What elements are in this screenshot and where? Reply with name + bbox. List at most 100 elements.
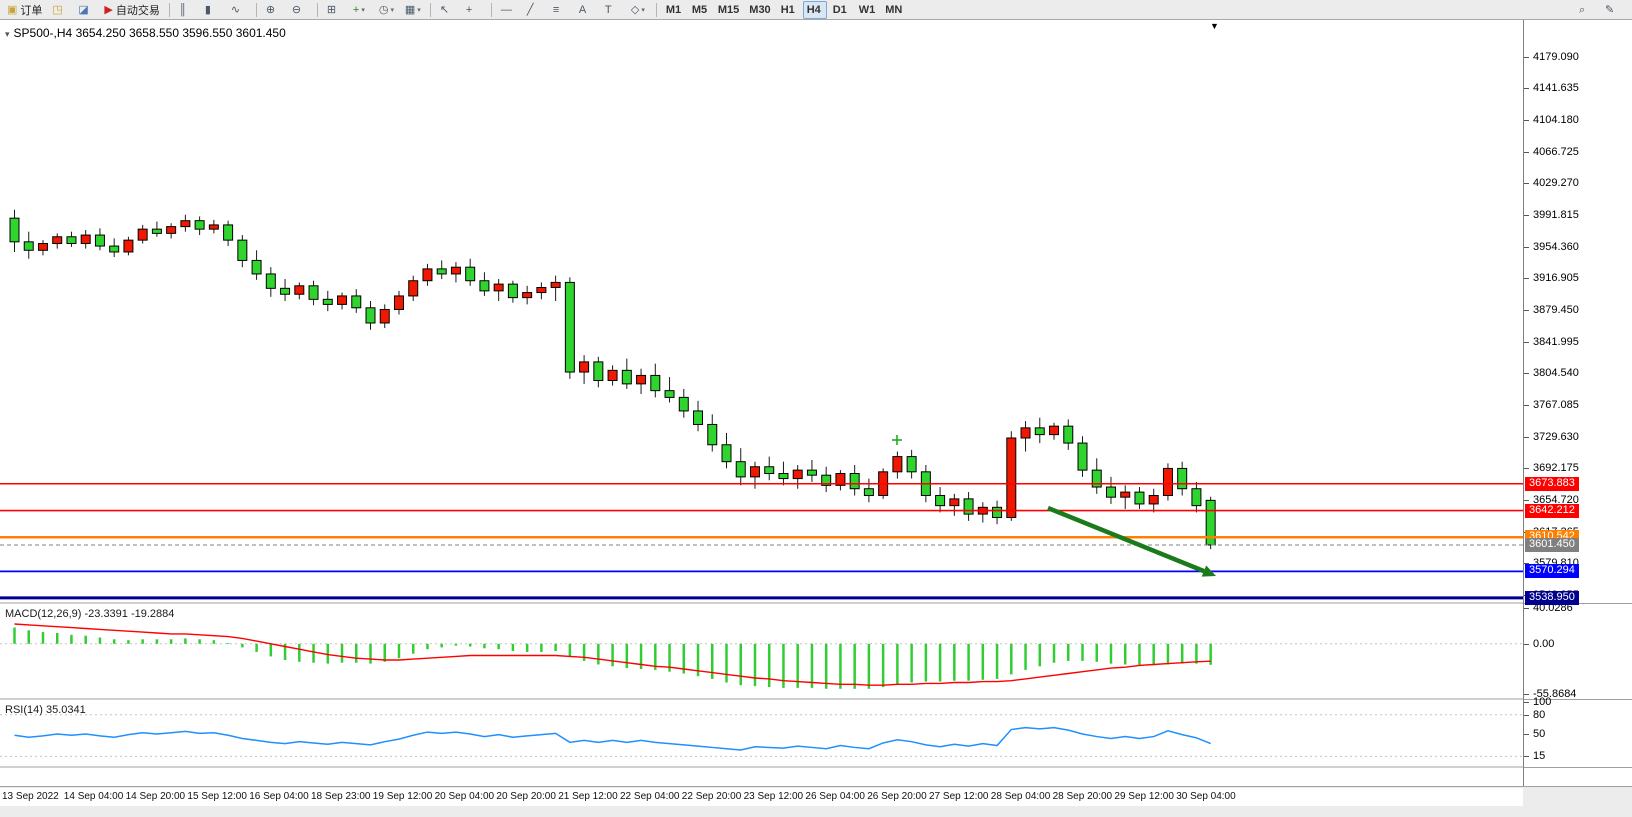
zoom-out-button[interactable]: ⊖ xyxy=(288,1,312,19)
time-axis[interactable]: 13 Sep 2022 14 Sep 04:00 14 Sep 20:00 15 Se… xyxy=(0,788,1523,806)
trend-arrow-head xyxy=(1201,565,1216,577)
time-axis-label: 28 Sep 04:00 xyxy=(990,791,1051,802)
templates-button[interactable]: ▦ ▾ xyxy=(401,1,425,19)
search-icon: ⌕ xyxy=(1579,3,1586,16)
chart-menu-icon[interactable]: ▾ xyxy=(5,29,10,39)
tile-windows-button[interactable]: ⊞ xyxy=(323,1,347,19)
new-order-button[interactable]: ▣ 订单 xyxy=(3,1,46,19)
periods-icon: ◷ xyxy=(378,3,389,16)
price-axis-label: 3767.085 xyxy=(1524,399,1632,411)
price-tag-current-price-line: 3601.450 xyxy=(1525,537,1579,552)
timeframe-mn-button[interactable]: MN xyxy=(881,1,906,19)
bull-candle xyxy=(892,456,903,473)
bull-candle xyxy=(208,224,219,230)
toolbar-separator xyxy=(655,2,657,17)
horizontal-line-button[interactable]: — xyxy=(497,1,521,19)
bull-candle xyxy=(337,295,348,305)
indicators-button[interactable]: + ▾ xyxy=(349,1,373,19)
bear-candle xyxy=(109,245,120,253)
bull-candle xyxy=(166,226,177,234)
time-axis-label: 26 Sep 04:00 xyxy=(805,791,865,802)
time-axis-label: 18 Sep 23:00 xyxy=(311,791,371,802)
chart-shift-icon[interactable]: ▼ xyxy=(1210,21,1219,31)
timeframe-w1-button[interactable]: W1 xyxy=(855,1,880,19)
candlestick-chart-button[interactable]: ▮ xyxy=(201,1,225,19)
fibonacci-icon: ≡ xyxy=(552,3,560,16)
timeframe-h4-button[interactable]: H4 xyxy=(802,0,827,19)
time-axis-label: 14 Sep 20:00 xyxy=(125,791,186,802)
text-label-button[interactable]: T xyxy=(601,1,625,19)
cursor-button[interactable]: ↖ xyxy=(436,1,460,19)
timeframe-d1-button[interactable]: D1 xyxy=(829,1,853,19)
zoom-in-button[interactable]: ⊕ xyxy=(262,1,286,19)
new-chart-button[interactable]: ◳ xyxy=(48,1,72,19)
price-axis-label: 3954.360 xyxy=(1524,241,1632,253)
trendline-icon: ╱ xyxy=(526,3,534,16)
time-axis-label: 27 Sep 12:00 xyxy=(929,791,989,802)
edit-button[interactable]: ✎ xyxy=(1601,1,1625,19)
bull-candle xyxy=(536,286,547,294)
zoom-out-icon: ⊖ xyxy=(291,3,302,16)
periods-button[interactable]: ◷ ▾ xyxy=(375,1,399,19)
price-axis[interactable]: 4179.090 4141.635 4104.180 4066.725 4029.270… xyxy=(1523,20,1632,786)
rsi-axis-label: 80 xyxy=(1524,709,1632,721)
time-axis-label: 22 Sep 04:00 xyxy=(620,791,680,802)
bear-candle xyxy=(906,456,917,473)
search-button[interactable]: ⌕ xyxy=(1575,1,1599,19)
bear-candle xyxy=(821,474,832,486)
time-axis-label: 20 Sep 04:00 xyxy=(434,791,495,802)
profiles-button[interactable]: ◪ xyxy=(74,1,98,19)
crosshair-button[interactable]: + xyxy=(462,1,486,19)
price-axis-label: 4029.270 xyxy=(1524,177,1632,189)
timeframe-h1-button[interactable]: H1 xyxy=(777,1,801,19)
bull-candle xyxy=(636,374,647,385)
timeframe-m1-button[interactable]: M1 xyxy=(662,1,686,19)
bull-candle xyxy=(1020,427,1031,439)
chart-area[interactable]: ▾ SP500-,H4 3654.250 3658.550 3596.550 36… xyxy=(0,20,1523,806)
trendline-button[interactable]: ╱ xyxy=(523,1,547,19)
shapes-button[interactable]: ◇ ▾ xyxy=(627,1,651,19)
rsi-name: RSI(14) xyxy=(5,704,43,716)
bar-chart-button[interactable]: ║ xyxy=(175,1,199,19)
bear-candle xyxy=(721,444,732,463)
bear-candle xyxy=(94,234,105,247)
macd-axis-label: -55.8684 xyxy=(1524,688,1632,700)
candlestick-chart-icon: ▮ xyxy=(204,3,211,16)
timeframe-m15-button[interactable]: M15 xyxy=(714,1,743,19)
macd-histogram xyxy=(13,627,1212,689)
bear-candle xyxy=(365,307,376,324)
bull-candle xyxy=(52,236,63,245)
bull-candle xyxy=(180,220,191,228)
bear-candle xyxy=(1063,425,1074,444)
line-chart-button[interactable]: ∿ xyxy=(227,1,251,19)
new-order-icon: ▣ xyxy=(7,3,18,16)
bear-candle xyxy=(308,285,319,300)
timeframe-m1-button-label: M1 xyxy=(665,3,682,16)
price-axis-label: 3654.720 xyxy=(1524,494,1632,506)
bull-candle xyxy=(37,243,48,251)
dropdown-arrow-icon: ▾ xyxy=(417,6,421,14)
autotrading-button[interactable]: ▶ 自动交易 xyxy=(100,1,163,19)
templates-icon: ▦ xyxy=(404,3,416,16)
bull-candle xyxy=(792,469,803,480)
price-axis-label: 3729.630 xyxy=(1524,431,1632,443)
price-tag-support-line-navy: 3538.950 xyxy=(1525,590,1579,605)
bull-candle xyxy=(550,281,561,288)
bull-candle xyxy=(422,268,433,282)
bear-candle xyxy=(23,241,34,251)
timeframe-m5-button[interactable]: M5 xyxy=(688,1,712,19)
axis-pane-divider xyxy=(1524,767,1632,768)
bear-candle xyxy=(265,273,276,289)
macd-name: MACD(12,26,9) xyxy=(5,608,82,620)
timeframe-m30-button[interactable]: M30 xyxy=(745,1,774,19)
fibonacci-button[interactable]: ≡ xyxy=(549,1,573,19)
toolbar-separator xyxy=(429,2,431,17)
bear-candle xyxy=(849,473,860,490)
price-chart-canvas[interactable] xyxy=(0,20,1523,786)
new-chart-icon: ◳ xyxy=(52,3,63,16)
bear-candle xyxy=(992,506,1003,518)
time-axis-label: 16 Sep 04:00 xyxy=(249,791,309,802)
text-button[interactable]: A xyxy=(575,1,599,19)
bear-candle xyxy=(507,283,518,299)
bear-candle xyxy=(963,498,974,515)
